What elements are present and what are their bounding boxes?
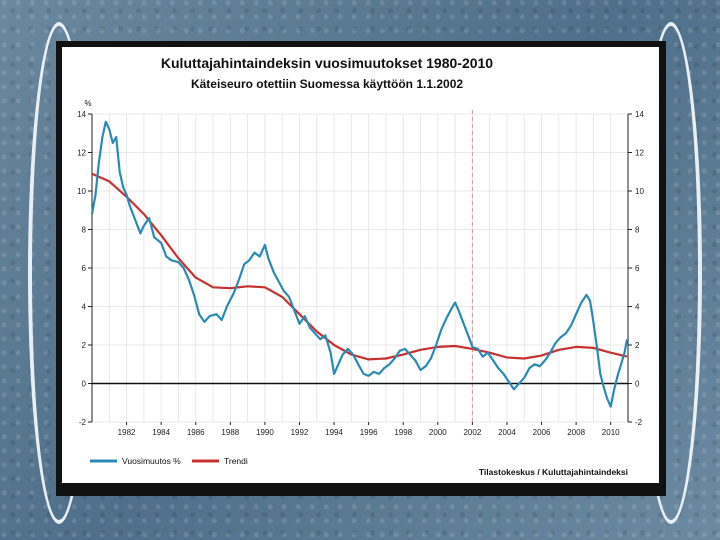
x-tick-label: 2008: [567, 428, 585, 437]
legend-label-trend: Trendi: [224, 456, 248, 466]
x-tick-label: 2010: [602, 428, 620, 437]
y-tick-label-left: 12: [77, 149, 86, 158]
y-tick-labels-left: -2 0 2 4 6 8 10 12 14: [77, 110, 92, 427]
source-label: Tilastokeskus / Kuluttajahintaindeksi: [479, 467, 628, 477]
legend: Vuosimuutos % Trendi: [90, 456, 248, 466]
y-tick-label-left: 0: [82, 380, 87, 389]
grid: [91, 113, 629, 423]
x-tick-label: 2002: [463, 428, 481, 437]
x-tick-label: 1996: [360, 428, 378, 437]
y-tick-label-left: 10: [77, 187, 86, 196]
x-tick-label: 1982: [118, 428, 136, 437]
y-tick-label-right: -2: [635, 418, 643, 427]
legend-label-yearly-change: Vuosimuutos %: [122, 456, 181, 466]
y-tick-label-right: 0: [635, 380, 640, 389]
x-tick-label: 1984: [152, 428, 170, 437]
x-tick-label: 2006: [533, 428, 551, 437]
y-tick-label-left: 4: [82, 303, 87, 312]
y-tick-label-right: 10: [635, 187, 644, 196]
series-line-yearly-change: [90, 120, 629, 408]
y-tick-label-right: 8: [635, 226, 640, 235]
x-tick-label: 1990: [256, 428, 274, 437]
x-tick-label: 1998: [394, 428, 412, 437]
y-tick-label-right: 12: [635, 149, 644, 158]
y-tick-label-left: -2: [79, 418, 87, 427]
y-tick-label-right: 14: [635, 110, 644, 119]
y-tick-label-right: 4: [635, 303, 640, 312]
x-tick-label: 1988: [221, 428, 239, 437]
x-tick-label: 1994: [325, 428, 343, 437]
y-axis-unit-label: %: [84, 99, 91, 108]
x-tick-label: 1992: [291, 428, 309, 437]
x-tick-label: 2004: [498, 428, 516, 437]
chart-panel: Kuluttajahintaindeksin vuosimuutokset 19…: [62, 47, 659, 483]
y-tick-label-left: 6: [82, 264, 87, 273]
series-lines: [90, 120, 629, 408]
inflation-chart: Kuluttajahintaindeksin vuosimuutokset 19…: [77, 55, 644, 477]
y-tick-labels-right: -2 0 2 4 6 8 10 12 14: [628, 110, 644, 427]
y-tick-label-left: 14: [77, 110, 86, 119]
x-tick-label: 2000: [429, 428, 447, 437]
y-tick-label-right: 2: [635, 341, 640, 350]
chart-subtitle: Käteiseuro otettiin Suomessa käyttöön 1.…: [191, 77, 463, 91]
x-tick-labels: 1982 1984 1986 1988 1990 1992 1994 1996 1998 2000…: [118, 422, 620, 437]
y-tick-label-right: 6: [635, 264, 640, 273]
y-tick-label-left: 8: [82, 226, 87, 235]
series-line-trend: [91, 172, 628, 361]
y-tick-label-left: 2: [82, 341, 87, 350]
x-tick-label: 1986: [187, 428, 205, 437]
chart-title: Kuluttajahintaindeksin vuosimuutokset 19…: [161, 55, 493, 71]
